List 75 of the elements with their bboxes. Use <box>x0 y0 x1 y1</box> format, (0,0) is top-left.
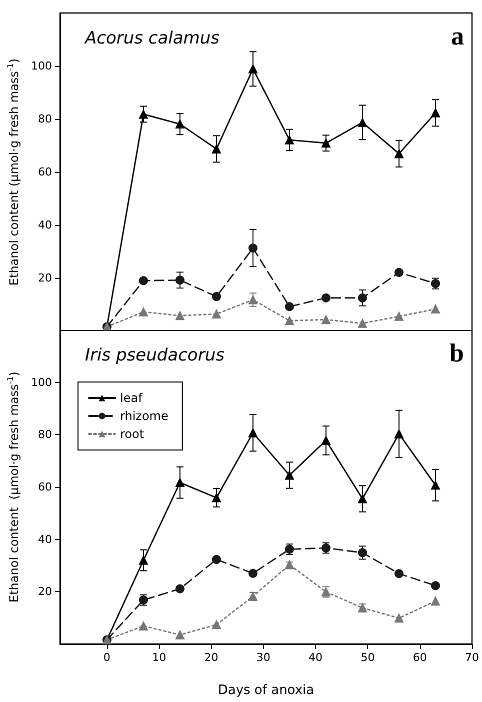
point <box>248 64 258 74</box>
point <box>248 244 258 253</box>
point <box>175 630 184 640</box>
point <box>284 302 294 312</box>
legend-label: root <box>120 427 144 441</box>
point <box>430 304 440 314</box>
point <box>431 581 440 590</box>
point <box>175 120 184 129</box>
point <box>212 144 221 154</box>
point <box>284 135 294 144</box>
point <box>394 429 404 438</box>
y-tick-label: 80 <box>38 428 52 442</box>
text: Iris pseudacorus <box>85 346 225 366</box>
point <box>394 312 404 321</box>
point <box>175 584 184 594</box>
point <box>358 318 367 328</box>
x-tick-label: 20 <box>204 651 218 664</box>
point <box>394 268 404 277</box>
point <box>394 569 404 578</box>
y-tick-label: 100 <box>31 376 52 389</box>
point <box>430 108 440 118</box>
point <box>248 568 258 578</box>
y-tick-label: 60 <box>38 166 52 178</box>
point <box>284 316 294 326</box>
point <box>358 548 367 558</box>
point <box>212 554 221 564</box>
point <box>321 293 330 302</box>
y-tick-label: 20 <box>38 585 52 598</box>
point <box>212 292 221 302</box>
point <box>175 311 184 320</box>
annotation: b <box>450 338 464 368</box>
point <box>138 110 148 119</box>
x-tick-label: 60 <box>412 651 427 664</box>
point <box>321 138 330 148</box>
point <box>284 470 294 480</box>
point <box>175 478 184 488</box>
x-axis-title: Days of anoxia <box>218 683 314 698</box>
point <box>394 149 404 158</box>
x-tick-label: 30 <box>256 651 270 664</box>
point <box>358 494 367 504</box>
point <box>358 118 367 127</box>
x-tick-label: 70 <box>465 651 479 664</box>
x-tick-label: 0 <box>103 651 110 664</box>
point <box>321 315 330 324</box>
text: Acorus calamus <box>84 28 220 48</box>
y-tick-label: 40 <box>38 218 52 232</box>
legend-label: leaf <box>120 391 144 405</box>
y-axis-title: Ethanol content (µmol·g fresh mass-1) <box>6 58 22 286</box>
x-tick-label: 40 <box>308 651 323 664</box>
point <box>138 621 148 630</box>
y-tick-label: 100 <box>31 60 52 72</box>
point <box>430 480 440 490</box>
point <box>248 428 258 438</box>
x-tick-label: 10 <box>152 651 166 664</box>
point <box>394 614 404 623</box>
y-tick-label: 60 <box>38 480 52 494</box>
y-tick-label: 40 <box>38 532 52 546</box>
point <box>284 560 294 570</box>
y-axis-title: Ethanol content (µmol·g fresh mass-1) <box>6 372 22 602</box>
point <box>430 596 440 606</box>
point <box>321 436 330 445</box>
legend-label: rhizome <box>120 409 168 423</box>
point <box>358 293 367 302</box>
y-tick-label: 20 <box>38 272 52 284</box>
point <box>212 310 221 319</box>
point <box>138 307 148 316</box>
y-tick-label: 80 <box>38 112 52 126</box>
annotation: a <box>451 22 464 50</box>
point <box>212 620 221 630</box>
point <box>212 493 221 502</box>
point <box>248 295 258 304</box>
point <box>175 276 184 285</box>
point <box>138 276 148 286</box>
x-tick-label: 50 <box>360 651 375 664</box>
point <box>138 556 148 565</box>
